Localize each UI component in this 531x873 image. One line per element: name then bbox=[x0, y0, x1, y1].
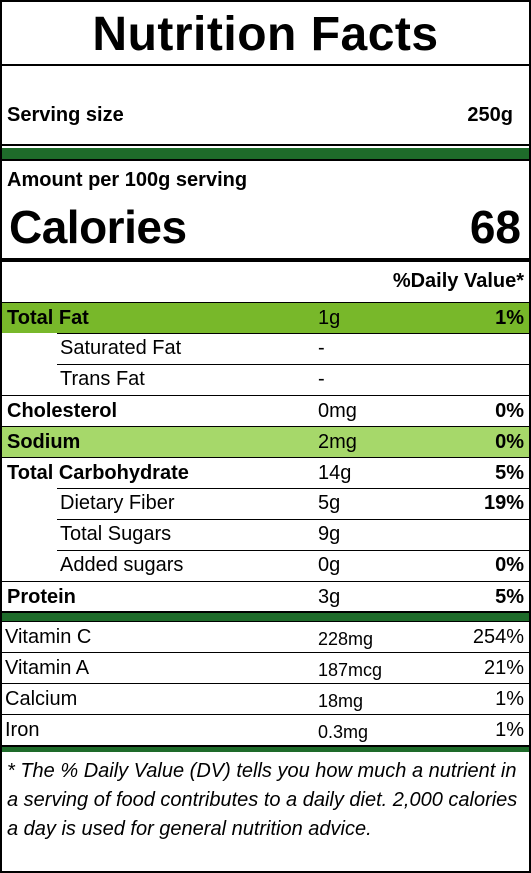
nutrient-name: Total Sugars bbox=[60, 523, 172, 545]
footnote-divider bbox=[2, 745, 529, 747]
nutrient-dv: 5% bbox=[495, 462, 524, 484]
nutrient-name: Total Fat bbox=[7, 307, 89, 329]
vitamin-dv: 1% bbox=[495, 719, 524, 741]
vitamin-amount: 187mcg bbox=[318, 660, 383, 680]
vitamin-row-iron: Iron 0.3mg 1% bbox=[2, 714, 529, 745]
nutrient-dv: 19% bbox=[483, 492, 524, 514]
nutrient-name: Dietary Fiber bbox=[60, 492, 175, 514]
vitamin-name: Vitamin A bbox=[5, 657, 90, 679]
nutrient-name: Trans Fat bbox=[60, 368, 145, 390]
vitamin-row-vitamin-c: Vitamin C 228mg 254% bbox=[2, 621, 529, 652]
serving-size-label: Serving size bbox=[7, 104, 124, 126]
nutrient-dv: 5% bbox=[495, 586, 524, 608]
vitamin-amount: 0.3mg bbox=[318, 722, 369, 742]
nutrient-row-total-sugars: Total Sugars 9g bbox=[2, 519, 529, 550]
nutrient-name: Total Carbohydrate bbox=[7, 462, 189, 484]
calories-label: Calories bbox=[9, 201, 187, 253]
nutrient-name: Added sugars bbox=[60, 554, 184, 576]
vitamin-row-vitamin-a: Vitamin A 187mcg 21% bbox=[2, 652, 529, 683]
nutrient-amount: 0mg bbox=[318, 400, 357, 422]
vitamin-dv: 254% bbox=[472, 626, 524, 648]
nutrient-amount: 2mg bbox=[318, 431, 357, 453]
nutrient-name: Protein bbox=[7, 586, 76, 608]
vitamin-name: Iron bbox=[5, 719, 40, 741]
nutrient-amount: 1g bbox=[318, 307, 341, 329]
daily-value-footnote: * The % Daily Value (DV) tells you how m… bbox=[7, 760, 518, 840]
vitamin-name: Vitamin C bbox=[5, 626, 92, 648]
protein-divider bbox=[2, 611, 529, 613]
nutrient-amount: 0g bbox=[318, 554, 341, 576]
nutrient-name: Saturated Fat bbox=[60, 337, 182, 359]
calories-value: 68 bbox=[469, 201, 521, 253]
nutrient-row-total-fat: Total Fat 1g 1% bbox=[2, 302, 529, 333]
title-divider bbox=[2, 64, 529, 66]
vitamin-amount: 18mg bbox=[318, 691, 364, 711]
nutrient-amount: - bbox=[318, 337, 325, 359]
nutrient-row-saturated-fat: Saturated Fat - bbox=[2, 333, 529, 364]
nutrient-dv: 1% bbox=[495, 307, 524, 329]
nutrient-row-dietary-fiber: Dietary Fiber 5g 19% bbox=[2, 488, 529, 519]
nutrient-row-added-sugars: Added sugars 0g 0% bbox=[2, 550, 529, 581]
serving-divider bbox=[2, 144, 529, 146]
nutrient-dv: 0% bbox=[495, 400, 524, 422]
vitamin-row-calcium: Calcium 18mg 1% bbox=[2, 683, 529, 714]
daily-value-header: %Daily Value* bbox=[392, 270, 524, 292]
nutrient-row-sodium: Sodium 2mg 0% bbox=[2, 426, 529, 457]
nutrient-row-protein: Protein 3g 5% bbox=[2, 581, 529, 612]
serving-divider-bottom bbox=[2, 159, 529, 161]
label-title: Nutrition Facts bbox=[92, 8, 439, 61]
nutrient-amount: 3g bbox=[318, 586, 341, 608]
serving-size-value: 250g bbox=[467, 104, 513, 126]
nutrient-row-trans-fat: Trans Fat - bbox=[2, 364, 529, 395]
nutrient-name: Sodium bbox=[7, 431, 81, 453]
footnote-green-bar bbox=[2, 747, 529, 752]
calories-divider bbox=[2, 258, 529, 262]
nutrient-amount: 5g bbox=[318, 492, 341, 514]
nutrient-row-cholesterol: Cholesterol 0mg 0% bbox=[2, 395, 529, 426]
amount-per-serving: Amount per 100g serving bbox=[7, 169, 248, 191]
vitamin-dv: 21% bbox=[483, 657, 524, 679]
nutrient-dv: 0% bbox=[495, 554, 524, 576]
nutrient-amount: 14g bbox=[318, 462, 352, 484]
nutrient-row-total-carbohydrate: Total Carbohydrate 14g 5% bbox=[2, 457, 529, 488]
nutrient-name: Cholesterol bbox=[7, 400, 118, 422]
nutrient-amount: 9g bbox=[318, 523, 341, 545]
vitamin-dv: 1% bbox=[495, 688, 524, 710]
vitamins-green-bar bbox=[2, 613, 529, 621]
vitamin-amount: 228mg bbox=[318, 629, 374, 649]
nutrient-dv: 0% bbox=[495, 431, 524, 453]
serving-green-bar bbox=[2, 148, 529, 159]
nutrient-amount: - bbox=[318, 368, 325, 390]
vitamin-name: Calcium bbox=[5, 688, 78, 710]
